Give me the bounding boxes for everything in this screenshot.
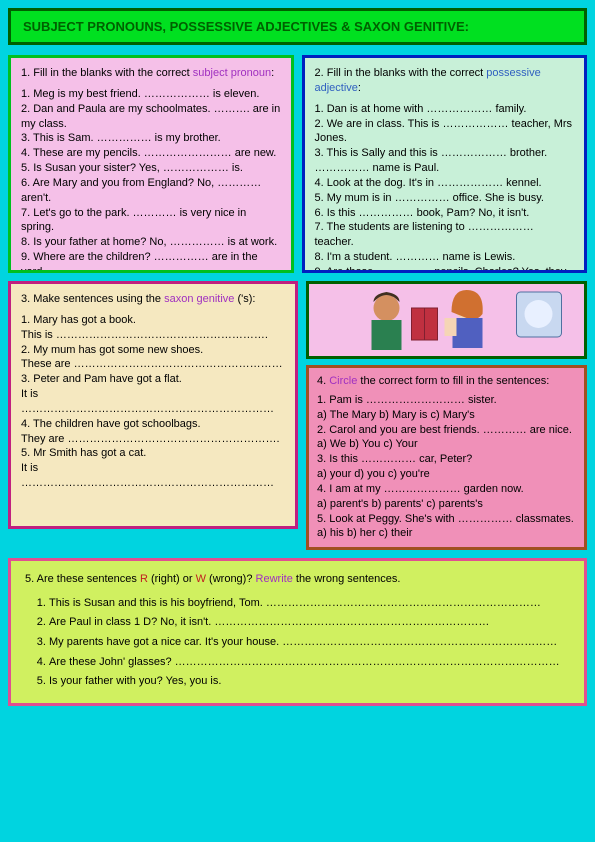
ex5-r: R — [140, 573, 148, 585]
ex2-lead: 2. Fill in the blanks with the correct — [315, 67, 487, 79]
ex4-lead: 4. — [317, 375, 329, 387]
ex5-tail: the wrong sentences. — [293, 573, 401, 585]
ex1-highlight: subject pronoun — [193, 67, 271, 79]
ex5-list: This is Susan and this is his boyfriend,… — [25, 595, 570, 691]
ex2-tail: : — [358, 82, 361, 94]
exercise-4: 4. Circle the correct form to fill in th… — [306, 365, 587, 550]
ex1-tail: : — [271, 67, 274, 79]
row-2: 3. Make sentences using the saxon geniti… — [8, 281, 587, 550]
right-column: 4. Circle the correct form to fill in th… — [306, 281, 587, 550]
students-illustration — [309, 284, 584, 356]
ex2-body: 1. Dan is at home with ……………… family. 2.… — [315, 102, 575, 273]
exercise-1: 1. Fill in the blanks with the correct s… — [8, 55, 294, 273]
list-item: This is Susan and this is his boyfriend,… — [49, 595, 570, 613]
exercise-5: 5. Are these sentences R (right) or W (w… — [8, 558, 587, 706]
ex1-lead: 1. Fill in the blanks with the correct — [21, 67, 193, 79]
ex4-heading: 4. Circle the correct form to fill in th… — [317, 374, 576, 389]
ex5-w: W — [196, 573, 206, 585]
ex3-heading: 3. Make sentences using the saxon geniti… — [21, 292, 285, 307]
row-1: 1. Fill in the blanks with the correct s… — [8, 55, 587, 273]
page-title: SUBJECT PRONOUNS, POSSESSIVE ADJECTIVES … — [8, 8, 587, 45]
exercise-3: 3. Make sentences using the saxon geniti… — [8, 281, 298, 529]
ex5-wtext: (wrong)? — [206, 573, 256, 585]
ex3-tail: ('s): — [234, 293, 255, 305]
ex5-rtext: (right) or — [148, 573, 196, 585]
ex4-highlight: Circle — [329, 375, 357, 387]
ex5-lead: 5. Are these sentences — [25, 573, 140, 585]
title-text: SUBJECT PRONOUNS, POSSESSIVE ADJECTIVES … — [23, 19, 469, 34]
ex5-rewrite: Rewrite — [256, 573, 293, 585]
ex2-heading: 2. Fill in the blanks with the correct p… — [315, 66, 575, 96]
list-item: Are these John' glasses? ………………………………………… — [49, 654, 570, 672]
ex3-body: 1. Mary has got a book. This is ……………………… — [21, 313, 285, 491]
ex3-highlight: saxon genitive — [164, 293, 234, 305]
ex3-lead: 3. Make sentences using the — [21, 293, 164, 305]
ex1-heading: 1. Fill in the blanks with the correct s… — [21, 66, 281, 81]
list-item: My parents have got a nice car. It's you… — [49, 634, 570, 652]
ex4-tail: the correct form to fill in the sentence… — [357, 375, 549, 387]
list-item: Is your father with you? Yes, you is. — [49, 673, 570, 691]
list-item: Are Paul in class 1 D? No, it isn't. ………… — [49, 614, 570, 632]
ex1-body: 1. Meg is my best friend. ……………… is elev… — [21, 87, 281, 273]
exercise-2: 2. Fill in the blanks with the correct p… — [302, 55, 588, 273]
illustration-box — [306, 281, 587, 359]
ex5-heading: 5. Are these sentences R (right) or W (w… — [25, 571, 570, 589]
ex4-body: 1. Pam is ……………………… sister. a) The Mary … — [317, 393, 576, 541]
